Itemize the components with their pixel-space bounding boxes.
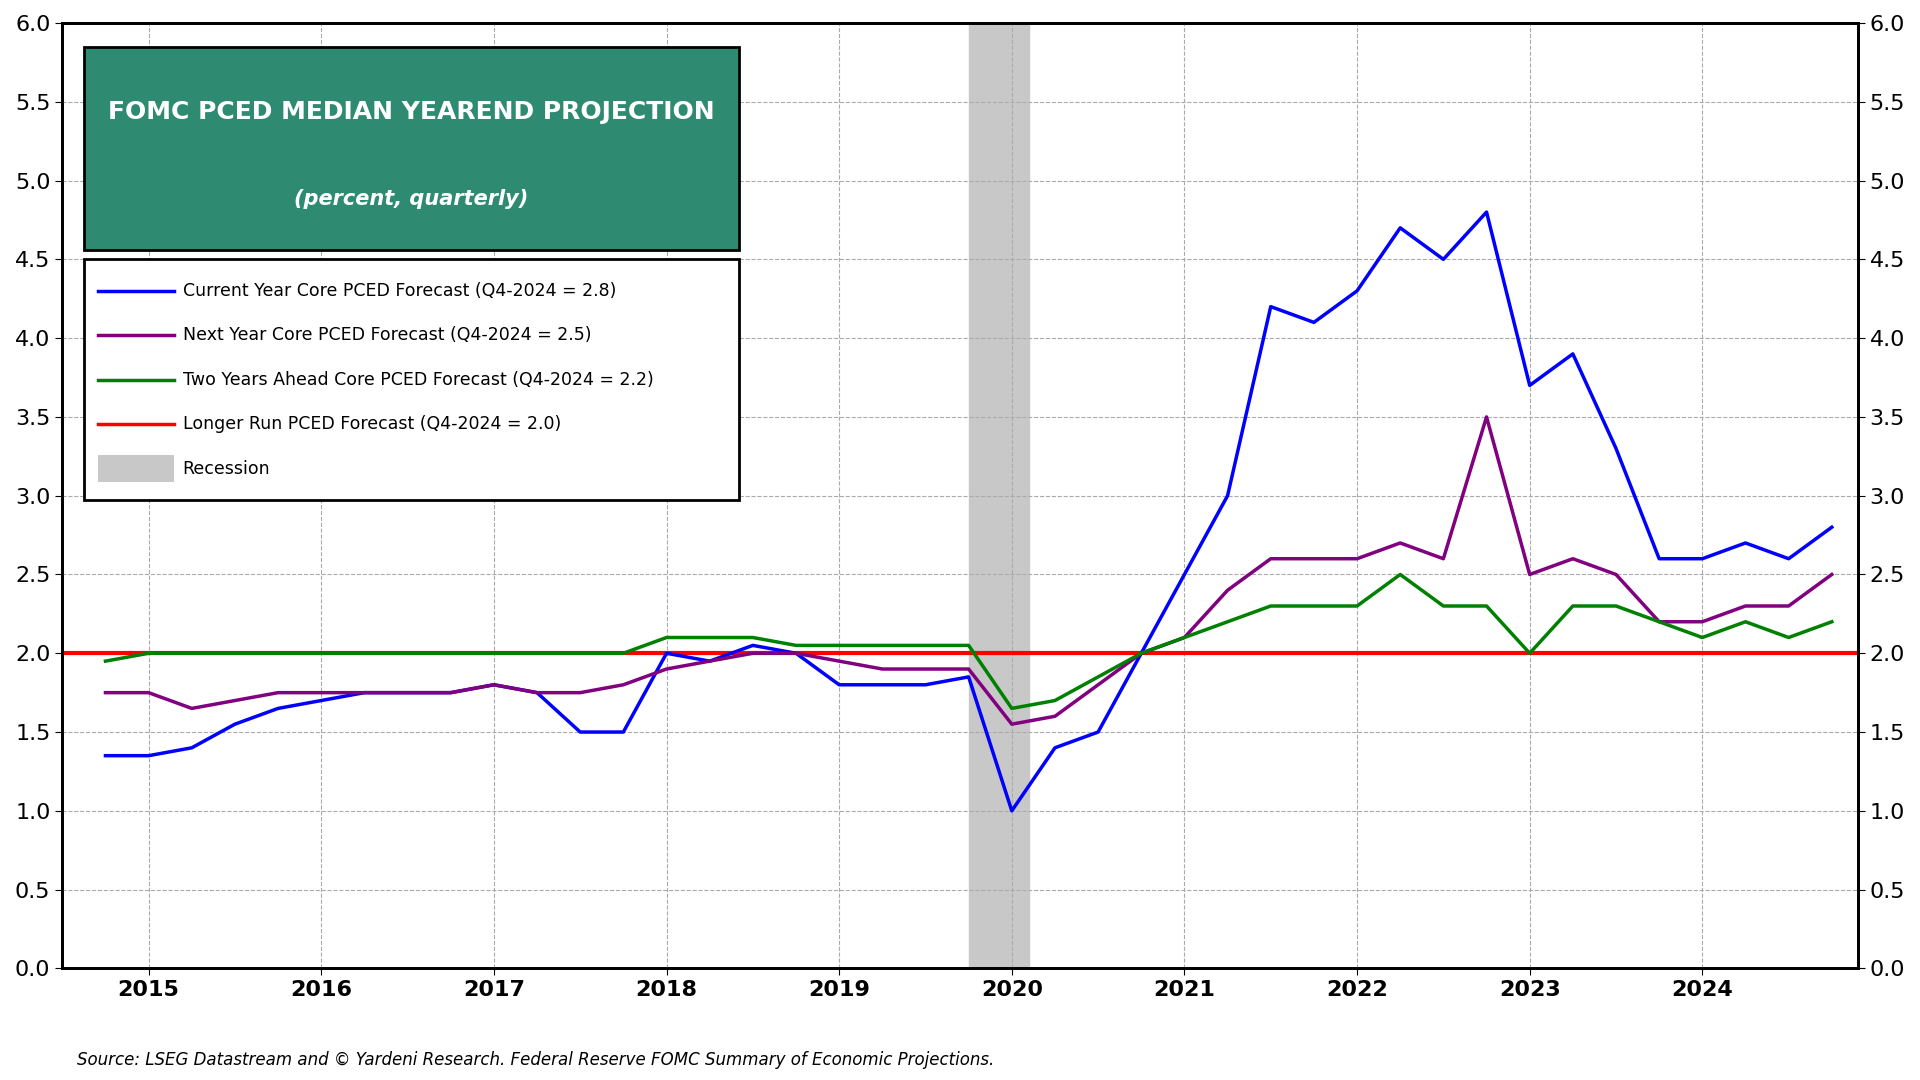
- Text: Next Year Core PCED Forecast (Q4-2024 = 2.5): Next Year Core PCED Forecast (Q4-2024 = …: [182, 326, 591, 345]
- FancyBboxPatch shape: [84, 259, 739, 500]
- Text: Source: LSEG Datastream and © Yardeni Research. Federal Reserve FOMC Summary of : Source: LSEG Datastream and © Yardeni Re…: [77, 1051, 995, 1069]
- Text: Current Year Core PCED Forecast (Q4-2024 = 2.8): Current Year Core PCED Forecast (Q4-2024…: [182, 282, 616, 300]
- FancyBboxPatch shape: [84, 46, 739, 249]
- Text: Recession: Recession: [182, 460, 271, 477]
- Bar: [968, 23, 1029, 969]
- FancyBboxPatch shape: [98, 456, 173, 482]
- Text: Longer Run PCED Forecast (Q4-2024 = 2.0): Longer Run PCED Forecast (Q4-2024 = 2.0): [182, 416, 561, 433]
- Text: FOMC PCED MEDIAN YEAREND PROJECTION: FOMC PCED MEDIAN YEAREND PROJECTION: [108, 99, 714, 124]
- Text: (percent, quarterly): (percent, quarterly): [294, 189, 528, 210]
- Text: Two Years Ahead Core PCED Forecast (Q4-2024 = 2.2): Two Years Ahead Core PCED Forecast (Q4-2…: [182, 370, 653, 389]
